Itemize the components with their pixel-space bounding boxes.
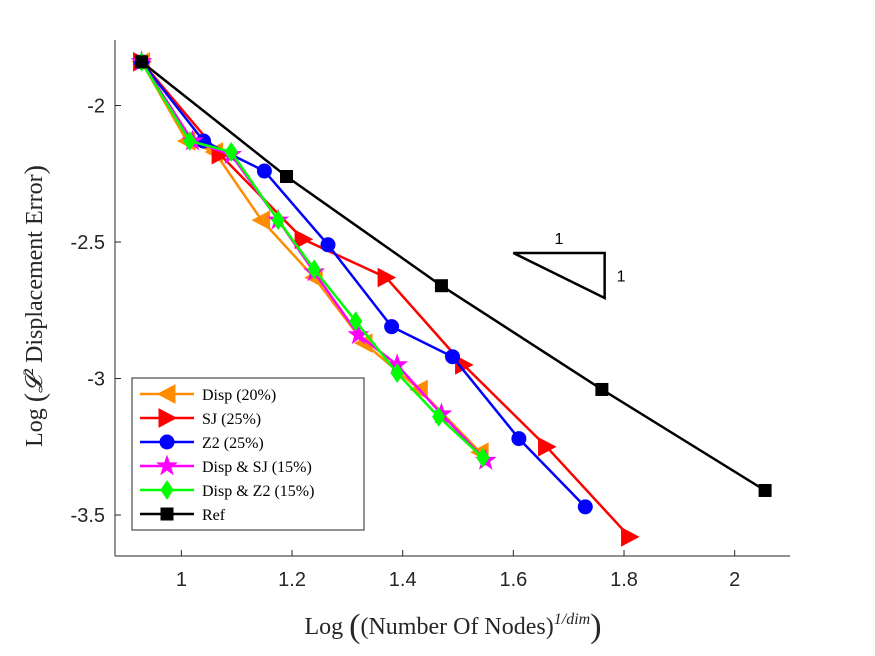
data-point-disp-20 — [251, 210, 271, 231]
data-point-ref — [434, 279, 448, 293]
y-axis-title-power: 2 — [21, 368, 37, 376]
series-line-z2-25 — [140, 61, 587, 508]
legend-label-ref: Ref — [202, 507, 226, 524]
data-point-z2-25 — [256, 163, 272, 179]
data-point-disp-z2-15 — [271, 210, 285, 231]
data-point-z2-25 — [384, 319, 400, 335]
data-point-sj-25 — [294, 229, 314, 250]
data-point-disp-z2-15 — [307, 259, 321, 280]
data-point-z2-25 — [320, 237, 336, 253]
legend-marker-ref — [160, 507, 174, 521]
y-tick-label: -2.5 — [71, 232, 105, 254]
legend-item-z2-25: Z2 (25%) — [140, 434, 264, 452]
x-tick-label: 1 — [176, 569, 187, 591]
data-point-ref — [758, 483, 772, 497]
x-tick-label: 1.8 — [610, 569, 638, 591]
y-axis-title-close-paren: ) — [20, 165, 51, 174]
y-axis-title: Log (𝓛2Displacement Error) — [20, 165, 51, 447]
y-axis-title-prefix: Log — [22, 408, 48, 447]
y-tick-label: -3 — [87, 369, 105, 391]
axes — [114, 40, 790, 557]
y-axis-title-open-paren: ( — [20, 393, 51, 402]
legend-item-sj-25: SJ (25%) — [140, 408, 261, 428]
plot-series — [130, 50, 772, 547]
x-axis-title-exponent: 1/dim — [554, 611, 590, 628]
x-tick-label: 2 — [729, 569, 740, 591]
slope-triangle-side-label: 1 — [617, 268, 626, 285]
data-point-disp-z2-15 — [476, 447, 490, 468]
slope-triangle-top-label: 1 — [555, 231, 564, 248]
legend-item-disp-z2-15: Disp & Z2 (15%) — [140, 480, 314, 500]
data-point-ref — [135, 55, 149, 69]
tick-marks: 1 1.2 1.4 1.6 1.8 2 -2 -2.5 -3 -3.5 — [71, 96, 741, 591]
legend-label-disp-20: Disp (20%) — [202, 387, 276, 404]
legend-item-disp-20: Disp (20%) — [140, 384, 276, 404]
data-point-sj-25 — [621, 527, 640, 547]
data-point-ref — [595, 382, 609, 396]
y-tick-label: -3.5 — [71, 505, 105, 527]
data-point-z2-25 — [511, 431, 527, 447]
x-axis-title-prefix: Log — [304, 614, 343, 640]
series-ref — [135, 55, 772, 497]
legend-marker-disp-20 — [156, 384, 176, 404]
legend-item-disp-sj-15: Disp & SJ (15%) — [140, 454, 312, 476]
legend-item-ref: Ref — [140, 507, 226, 524]
x-axis-title-open-paren: ( — [349, 608, 360, 645]
data-point-z2-25 — [577, 499, 593, 515]
x-tick-label: 1.4 — [389, 569, 417, 591]
y-axis-title-rest: Displacement Error — [22, 174, 48, 363]
slope-triangle: 11 — [512, 231, 626, 301]
legend-label-disp-z2-15: Disp & Z2 (15%) — [202, 483, 314, 500]
legend-marker-disp-z2-15 — [160, 480, 174, 500]
data-point-disp-z2-15 — [349, 311, 363, 332]
legend-marker-z2-25 — [159, 434, 175, 450]
y-tick-label: -2 — [87, 96, 105, 118]
x-tick-label: 1.2 — [278, 569, 306, 591]
data-point-sj-25 — [377, 267, 397, 288]
x-tick-label: 1.6 — [499, 569, 527, 591]
slope-triangle-shape — [512, 251, 606, 301]
data-point-sj-25 — [538, 436, 557, 457]
legend-label-sj-25: SJ (25%) — [202, 411, 261, 428]
x-axis-title-close-paren: ) — [590, 608, 601, 645]
data-point-z2-25 — [445, 349, 460, 365]
legend-box — [131, 377, 365, 531]
legend-label-disp-sj-15: Disp & SJ (15%) — [202, 459, 312, 476]
x-axis-title: Log ((Number Of Nodes)1/dim) — [304, 608, 601, 645]
legend-marker-sj-25 — [158, 408, 178, 428]
data-point-disp-z2-15 — [183, 131, 197, 151]
data-point-disp-z2-15 — [390, 363, 404, 383]
legend-marker-disp-sj-15 — [156, 454, 178, 476]
data-point-disp-z2-15 — [224, 142, 238, 162]
legend: Disp (20%) SJ (25%) Z2 (25%) Disp & SJ (15%… — [131, 377, 365, 531]
x-axis-title-base: (Number Of Nodes) — [360, 614, 553, 640]
data-point-ref — [280, 170, 294, 184]
legend-label-z2-25: Z2 (25%) — [202, 435, 264, 452]
data-point-disp-z2-15 — [432, 406, 446, 427]
